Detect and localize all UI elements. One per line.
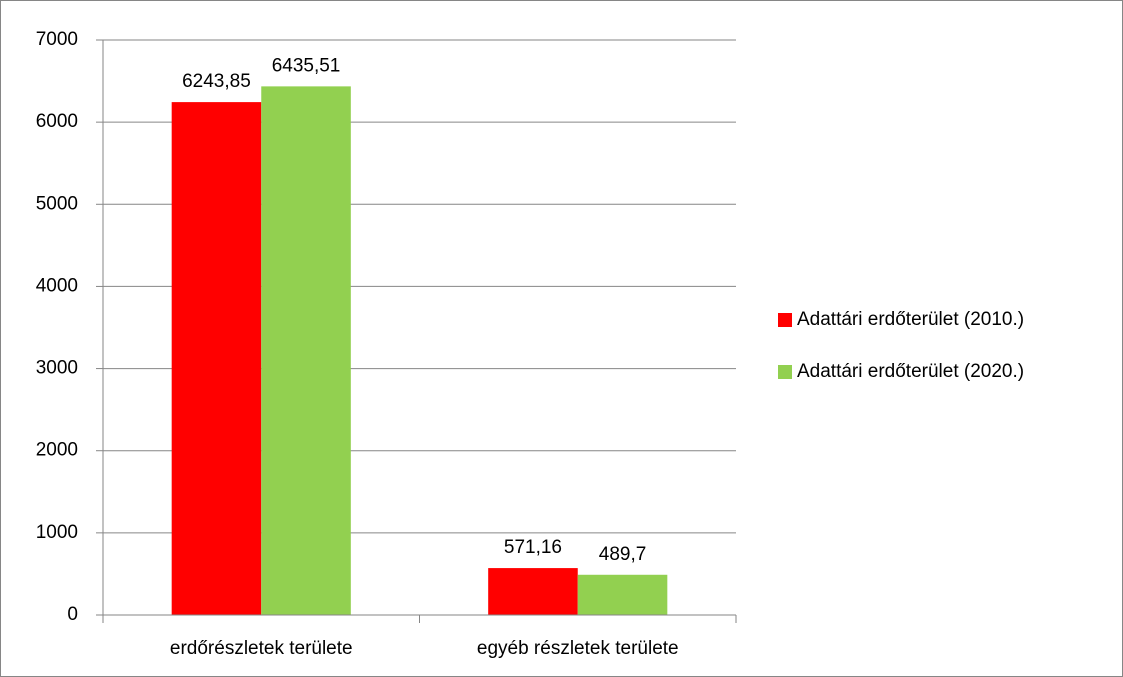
legend-label: Adattári erdőterület (2020.) [797, 361, 1024, 382]
y-tick-label: 3000 [36, 358, 78, 379]
x-tick-label: erdőrészletek területe [170, 638, 353, 659]
legend-label: Adattári erdőterület (2010.) [797, 309, 1024, 330]
data-label: 489,7 [599, 544, 647, 565]
y-tick-label: 7000 [36, 29, 78, 50]
data-label: 6243,85 [182, 71, 251, 92]
bar [261, 86, 351, 615]
legend-swatch [778, 313, 792, 327]
data-label: 571,16 [504, 537, 562, 558]
legend-swatch [778, 365, 792, 379]
bar [171, 102, 262, 616]
y-tick-label: 2000 [36, 440, 78, 461]
y-tick-label: 0 [67, 604, 78, 625]
y-tick-label: 5000 [36, 193, 78, 214]
data-label: 6435,51 [272, 55, 341, 76]
x-tick-label: egyéb részletek területe [477, 638, 679, 659]
y-tick-label: 1000 [36, 522, 78, 543]
y-tick-label: 4000 [36, 275, 78, 296]
bar [488, 568, 578, 615]
y-tick-label: 6000 [36, 111, 78, 132]
bar [577, 574, 668, 615]
